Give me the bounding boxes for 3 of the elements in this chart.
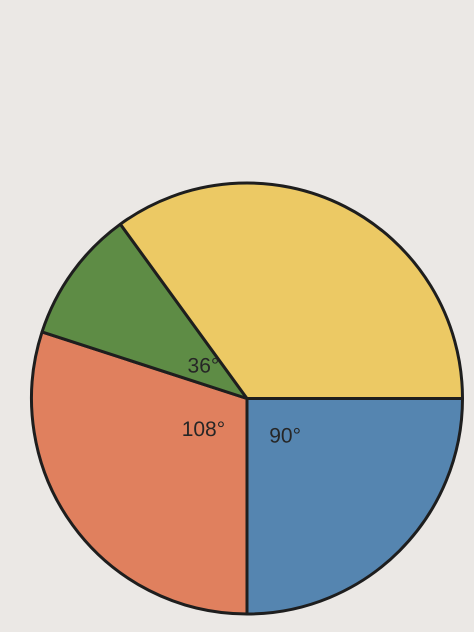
data-label: 36° bbox=[188, 354, 220, 378]
data-label: 90° bbox=[269, 424, 301, 448]
data-label: 108° bbox=[182, 418, 226, 441]
